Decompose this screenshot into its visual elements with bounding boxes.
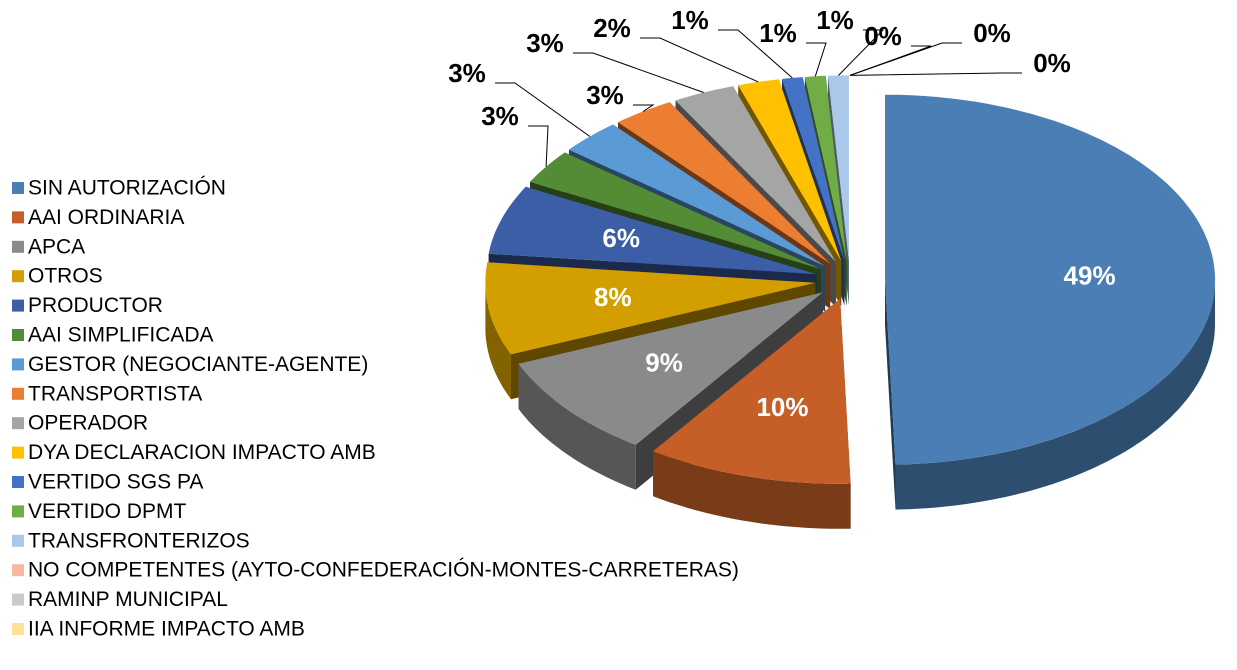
leader-line [495, 82, 591, 137]
slice-top [782, 77, 845, 261]
legend-swatch [12, 505, 24, 518]
legend-label: DYA DECLARACION IMPACTO AMB [28, 441, 376, 464]
legend-swatch [12, 329, 24, 341]
slice-wall [885, 279, 896, 510]
leader-line [806, 42, 827, 77]
legend-swatch [12, 446, 24, 459]
leader-line [849, 42, 962, 76]
slice-top [568, 124, 826, 267]
slice-top [653, 298, 851, 484]
legend-swatch [12, 182, 24, 194]
data-label: 1% [759, 18, 797, 48]
legend-swatch [12, 299, 24, 312]
legend-label: OPERADOR [28, 412, 148, 435]
legend-swatch [12, 623, 24, 635]
data-label: 0% [864, 21, 902, 51]
legend-label: AAI SIMPLIFICADA [28, 324, 214, 347]
leader-line [838, 29, 885, 76]
legend-label: APCA [28, 235, 85, 258]
slice [885, 94, 1215, 510]
slice-top [738, 79, 842, 262]
legend-swatch [12, 593, 24, 606]
data-label: 8% [594, 282, 632, 312]
legend-swatch [12, 417, 24, 430]
legend: SIN AUTORIZACIÓN AAI ORDINARIA APCA OTROS PR… [12, 177, 739, 641]
legend-label: IIA INFORME IMPACTO AMB [28, 618, 305, 641]
legend-swatch [12, 240, 24, 253]
legend-swatch [12, 270, 24, 283]
slice-side [485, 282, 511, 400]
data-label: 1% [816, 5, 854, 35]
slice-side [895, 279, 1215, 510]
legend-swatch [12, 387, 24, 400]
slice [653, 298, 851, 529]
legend-label: GESTOR (NEGOCIANTE-AGENTE) [28, 353, 368, 376]
data-label: 3% [448, 58, 486, 88]
slice-top [518, 292, 823, 445]
data-label: 49% [1064, 261, 1116, 291]
legend-swatch [12, 358, 24, 371]
leader-line [640, 37, 759, 83]
slice-top [618, 102, 831, 264]
slice-top [885, 94, 1215, 465]
leader-line [849, 72, 1022, 76]
data-label: 3% [481, 101, 519, 131]
legend-label: PRODUCTOR [28, 294, 163, 317]
legend-label: RAMINP MUNICIPAL [28, 588, 228, 611]
legend-label: SIN AUTORIZACIÓN [28, 177, 226, 200]
legend-swatch [12, 476, 24, 488]
slice-top [828, 75, 849, 261]
legend-label: NO COMPETENTES (AYTO-CONFEDERACIÓN-MONTE… [28, 559, 739, 582]
legend-swatch [12, 211, 24, 224]
data-label: 0% [973, 18, 1011, 48]
data-label: 0% [1033, 48, 1071, 78]
data-label: 2% [593, 13, 631, 43]
slice-top [675, 86, 836, 262]
legend-label: VERTIDO DPMT [28, 500, 186, 523]
legend-label: TRANSFRONTERIZOS [28, 529, 250, 552]
leader-line [633, 104, 655, 112]
data-label: 10% [756, 392, 808, 422]
data-label: 6% [602, 223, 640, 253]
slice-top [804, 75, 847, 261]
legend-swatch [12, 534, 24, 547]
data-label: 3% [526, 28, 564, 58]
slice-side [518, 363, 636, 490]
pie: 49% 10% 9% 8% 6% 3% 3% 3% 3% 2% 1% 1% 1% 0% 0% 0% [448, 5, 1215, 529]
leader-line [718, 29, 793, 79]
slice-top [485, 262, 816, 355]
slice-top [488, 186, 817, 275]
leader-line [528, 125, 549, 167]
leader-line [573, 52, 704, 93]
legend-label: VERTIDO SGS PA [28, 471, 203, 494]
data-label: 1% [671, 5, 709, 35]
legend-label: TRANSPORTISTA [28, 382, 202, 405]
slice-top [530, 152, 821, 270]
legend-swatch [12, 564, 24, 577]
legend-label: OTROS [28, 265, 103, 288]
data-label: 9% [645, 348, 683, 378]
slice-side [653, 451, 851, 529]
data-label: 3% [586, 80, 624, 110]
legend-label: AAI ORDINARIA [28, 206, 184, 229]
